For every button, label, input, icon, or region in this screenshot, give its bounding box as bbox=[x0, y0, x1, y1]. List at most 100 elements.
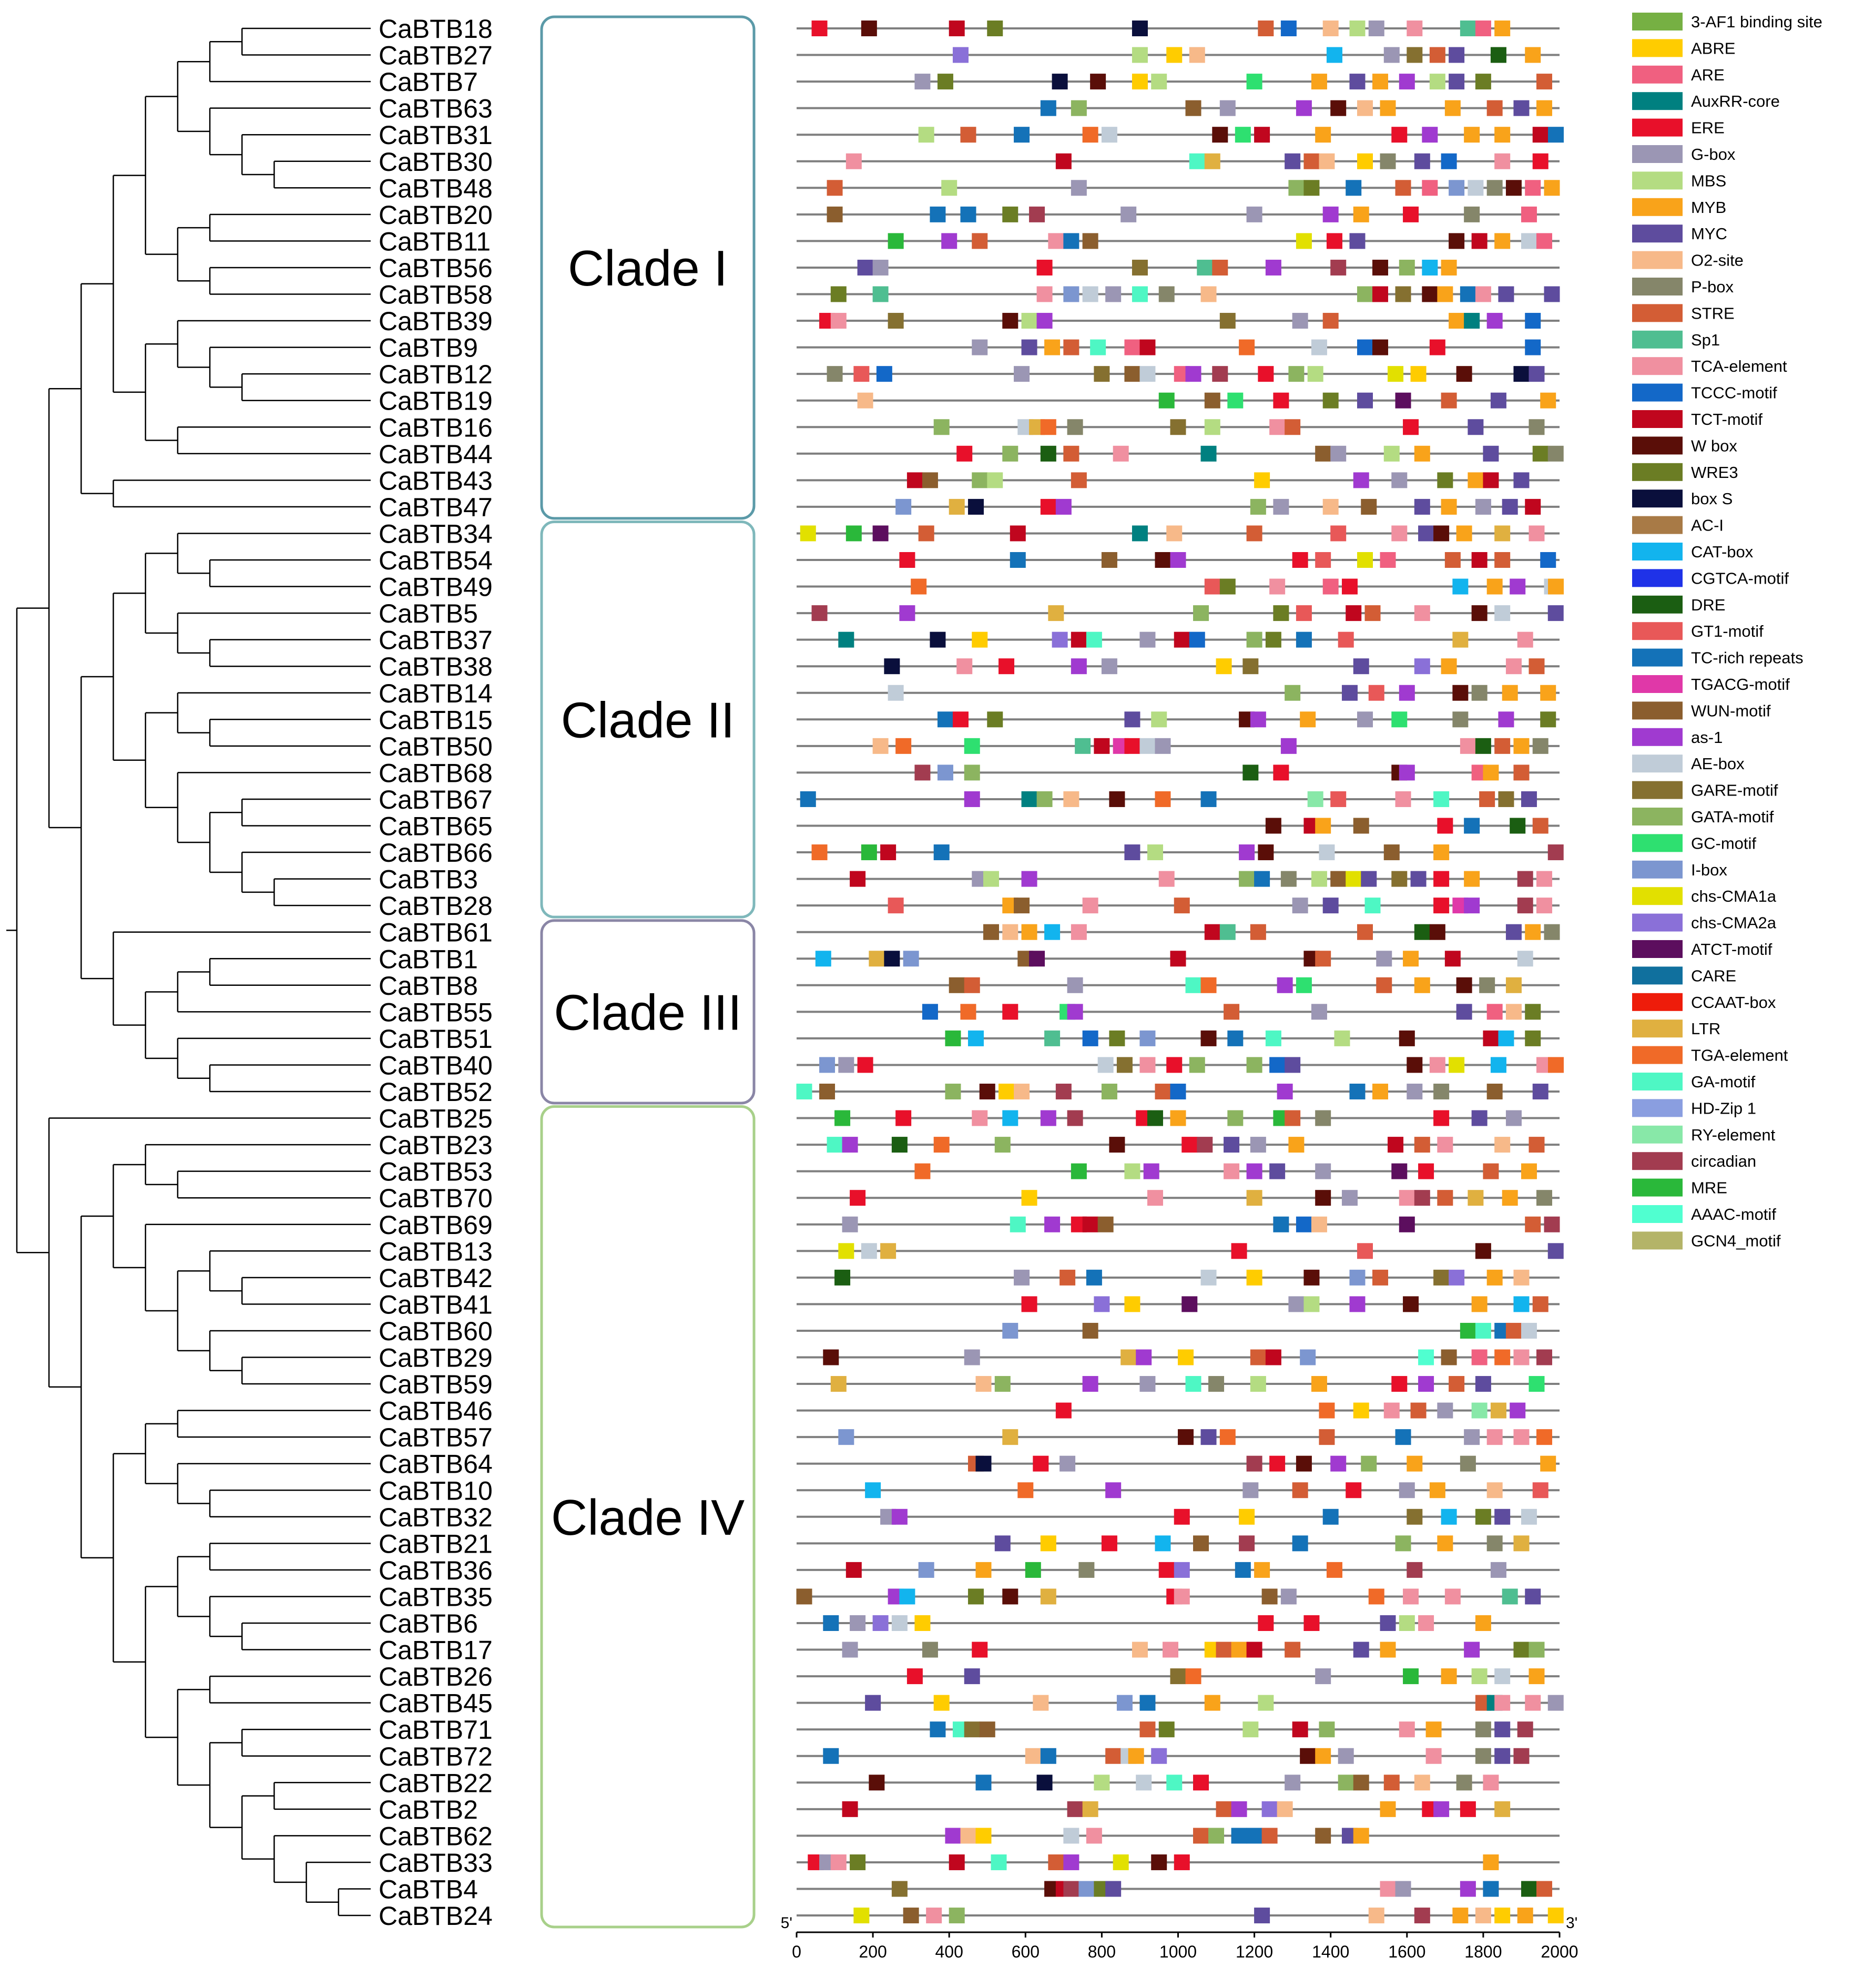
cis-element-box bbox=[1067, 1004, 1083, 1020]
cis-element-box bbox=[1132, 525, 1148, 542]
cis-element-box bbox=[1372, 259, 1389, 276]
cis-element-box bbox=[1315, 1668, 1331, 1685]
promoter-track bbox=[797, 1402, 1560, 1419]
cis-element-box bbox=[1452, 711, 1469, 728]
cis-element-box bbox=[1002, 206, 1018, 222]
cis-element-box bbox=[1021, 924, 1037, 940]
cis-element-box bbox=[1109, 1030, 1125, 1046]
gene-label: CaBTB4 bbox=[379, 1875, 478, 1904]
cis-element-box bbox=[1464, 818, 1480, 834]
cis-element-box bbox=[1277, 1084, 1293, 1099]
cis-element-box bbox=[1105, 286, 1122, 302]
cis-element-box bbox=[1529, 1137, 1545, 1153]
promoter-track bbox=[797, 605, 1564, 621]
promoter-track bbox=[797, 924, 1560, 940]
cis-element-box bbox=[1097, 1057, 1114, 1073]
cis-element-box bbox=[1357, 100, 1373, 116]
cis-element-box bbox=[834, 1269, 851, 1286]
cis-element-box bbox=[1311, 1216, 1327, 1232]
cis-element-box bbox=[1403, 951, 1419, 967]
cis-element-box bbox=[1132, 259, 1148, 276]
cis-element-box bbox=[1185, 977, 1201, 993]
promoter-track bbox=[797, 1243, 1564, 1259]
promoter-track bbox=[797, 1828, 1560, 1844]
cis-element-box bbox=[845, 153, 862, 169]
legend-label: MRE bbox=[1691, 1179, 1727, 1197]
promoter-track bbox=[797, 233, 1560, 249]
cis-element-box bbox=[1425, 1748, 1442, 1764]
cis-element-box bbox=[1464, 313, 1480, 329]
cis-element-box bbox=[1460, 286, 1476, 302]
legend-item: box S bbox=[1632, 490, 1733, 508]
legend-item: GARE-motif bbox=[1632, 781, 1778, 800]
gene-label: CaBTB65 bbox=[379, 812, 493, 841]
legend-swatch bbox=[1632, 648, 1683, 667]
cis-element-box bbox=[1258, 21, 1274, 36]
cis-element-box bbox=[1422, 127, 1438, 143]
legend-label: WRE3 bbox=[1691, 463, 1738, 482]
cis-element-box bbox=[903, 1908, 919, 1924]
cis-element-box bbox=[1162, 1642, 1178, 1658]
legend-swatch bbox=[1632, 887, 1683, 905]
cis-element-box bbox=[891, 1508, 908, 1525]
cis-element-box bbox=[933, 419, 950, 435]
cis-element-box bbox=[1441, 259, 1457, 276]
cis-element-box bbox=[1391, 1376, 1408, 1392]
cis-element-box bbox=[1449, 1269, 1465, 1286]
cis-element-box bbox=[845, 525, 862, 542]
cis-element-box bbox=[1548, 1057, 1564, 1073]
cis-element-box bbox=[1200, 977, 1217, 993]
cis-element-box bbox=[842, 1801, 858, 1817]
cis-element-box bbox=[1170, 419, 1186, 435]
clade-label: Clade IV bbox=[551, 1490, 745, 1546]
legend-label: HD-Zip 1 bbox=[1691, 1099, 1756, 1117]
cis-element-box bbox=[994, 1376, 1011, 1392]
cis-element-box bbox=[1414, 1775, 1430, 1791]
cis-element-box bbox=[1105, 1881, 1122, 1897]
cis-element-box bbox=[1418, 1163, 1434, 1179]
cis-element-box bbox=[1444, 100, 1461, 116]
cis-element-box bbox=[1315, 1190, 1331, 1206]
cis-element-box bbox=[1437, 1535, 1453, 1552]
legend-label: GATA-motif bbox=[1691, 808, 1774, 826]
cis-element-box bbox=[1250, 924, 1266, 940]
cis-element-box bbox=[1082, 233, 1098, 249]
cis-element-box bbox=[1529, 1668, 1545, 1685]
cis-element-box bbox=[1246, 1642, 1262, 1658]
cis-element-box bbox=[1403, 1588, 1419, 1605]
cis-element-box bbox=[1101, 658, 1117, 675]
cis-element-box bbox=[1200, 791, 1217, 807]
x-axis-tick-label: 400 bbox=[935, 1942, 963, 1961]
gene-label: CaBTB34 bbox=[379, 519, 493, 548]
cis-element-box bbox=[1544, 180, 1560, 196]
cis-element-box bbox=[1433, 1269, 1450, 1286]
cis-element-box bbox=[1280, 21, 1297, 36]
gene-label: CaBTB30 bbox=[379, 147, 493, 177]
cis-element-box bbox=[1250, 1137, 1266, 1153]
legend-swatch bbox=[1632, 13, 1683, 30]
cis-element-box bbox=[1139, 631, 1156, 648]
cis-element-box bbox=[1010, 552, 1026, 568]
cis-element-box bbox=[1486, 1269, 1503, 1286]
cis-element-box bbox=[1464, 871, 1480, 887]
legend-label: ABRE bbox=[1691, 39, 1735, 57]
cis-element-box bbox=[1357, 339, 1373, 355]
gene-label: CaBTB41 bbox=[379, 1290, 493, 1319]
legend-label: Sp1 bbox=[1691, 331, 1720, 349]
cis-element-box bbox=[1441, 1508, 1457, 1525]
cis-element-box bbox=[1300, 711, 1316, 728]
legend-swatch bbox=[1632, 701, 1683, 720]
cis-element-box bbox=[1341, 578, 1358, 595]
cis-element-box bbox=[1536, 74, 1552, 90]
cis-element-box bbox=[850, 1854, 866, 1870]
cis-element-box bbox=[1124, 1163, 1140, 1179]
cis-element-box bbox=[1036, 313, 1053, 329]
legend-label: chs-CMA2a bbox=[1691, 914, 1777, 932]
cis-element-box bbox=[1212, 259, 1228, 276]
cis-element-box bbox=[1540, 1455, 1556, 1472]
cis-element-box bbox=[1357, 711, 1373, 728]
cis-element-box bbox=[1224, 1137, 1240, 1153]
cis-element-box bbox=[1139, 738, 1156, 754]
cis-element-box bbox=[1040, 419, 1056, 435]
legend-label: CGTCA-motif bbox=[1691, 569, 1789, 587]
